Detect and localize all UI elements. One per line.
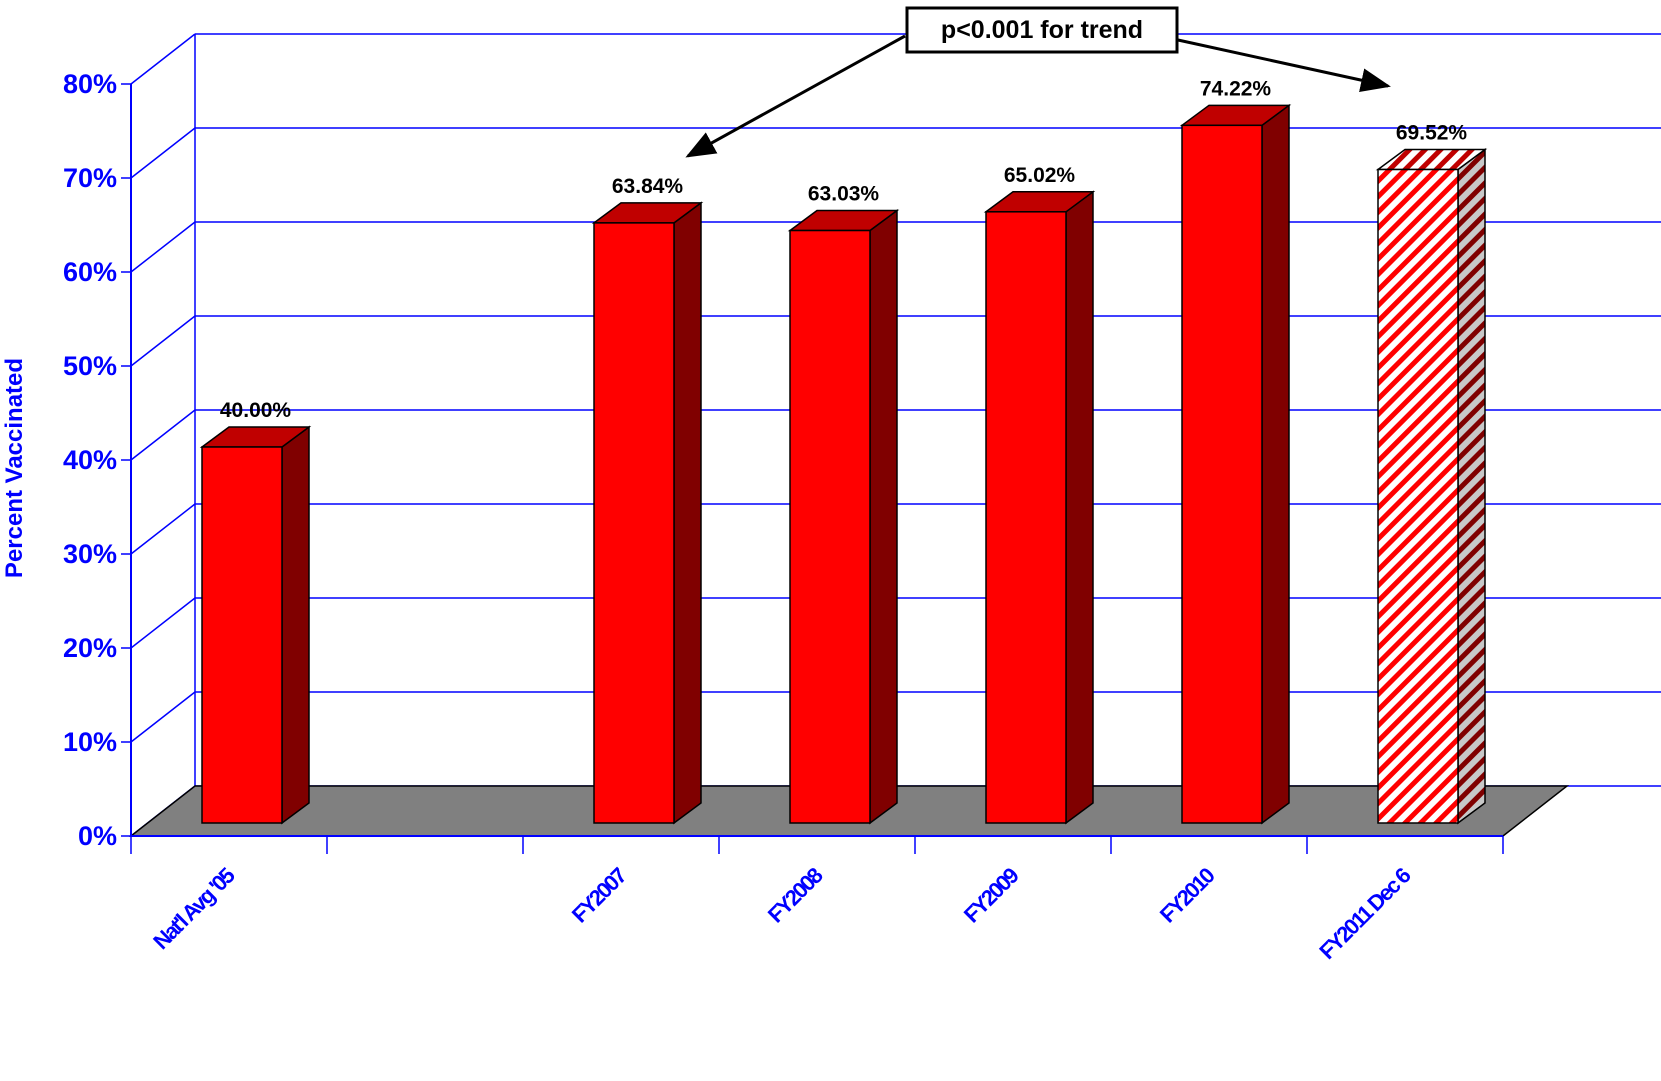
y-tick-label: 60%	[63, 257, 117, 287]
bar-side	[1261, 103, 1290, 825]
annotation-arrow-left	[685, 34, 906, 158]
y-tick-label: 30%	[63, 539, 117, 569]
bar	[789, 229, 871, 824]
x-tick-label: FY2008	[763, 863, 828, 928]
annotation-arrow-right	[1177, 38, 1391, 92]
y-axis-title: Percent Vaccinated	[1, 358, 28, 578]
bar	[985, 211, 1067, 824]
trend-annotation: p<0.001 for trend	[685, 6, 1391, 158]
bar-layer	[199, 103, 1488, 825]
bar-side	[281, 425, 310, 825]
data-label: 63.84%	[612, 175, 684, 198]
y-tick-label: 10%	[63, 727, 117, 757]
grid-diagonal	[130, 597, 196, 649]
x-tick-label: FY2010	[1155, 863, 1220, 928]
axis-layer	[121, 83, 1504, 854]
grid-diagonal	[130, 691, 196, 743]
annotation-text: p<0.001 for trend	[941, 16, 1143, 44]
grid-diagonal	[130, 127, 196, 179]
data-label: 74.22%	[1200, 77, 1272, 100]
bar	[593, 222, 675, 824]
y-tick-label: 0%	[78, 821, 117, 851]
bar	[1181, 124, 1263, 824]
data-label: 65.02%	[1004, 164, 1076, 187]
bar-side	[673, 201, 702, 825]
annotation-box	[905, 6, 1179, 54]
x-tick-label: FY2009	[959, 863, 1024, 928]
x-tick-label: FY2007	[567, 863, 632, 928]
y-tick-label: 80%	[63, 69, 117, 99]
data-label: 40.00%	[220, 399, 292, 422]
data-label: 63.03%	[808, 183, 880, 206]
grid-diagonal	[130, 409, 196, 461]
bar-side	[1065, 190, 1094, 825]
y-tick-label: 20%	[63, 633, 117, 663]
y-tick-label: 70%	[63, 163, 117, 193]
bar	[1377, 168, 1459, 824]
bar-side	[1457, 148, 1486, 825]
y-tick-label: 40%	[63, 445, 117, 475]
grid-diagonal	[130, 503, 196, 555]
grid-diagonal	[130, 315, 196, 367]
data-label: 69.52%	[1396, 122, 1468, 145]
bar-side	[869, 209, 898, 825]
grid-diagonal	[130, 33, 196, 85]
bar	[201, 446, 283, 824]
grid-diagonal	[130, 221, 196, 273]
x-tick-label: Nat'l Avg '05	[148, 863, 240, 955]
x-tick-label: FY2011 Dec 6	[1314, 863, 1415, 964]
y-tick-label: 50%	[63, 351, 117, 381]
